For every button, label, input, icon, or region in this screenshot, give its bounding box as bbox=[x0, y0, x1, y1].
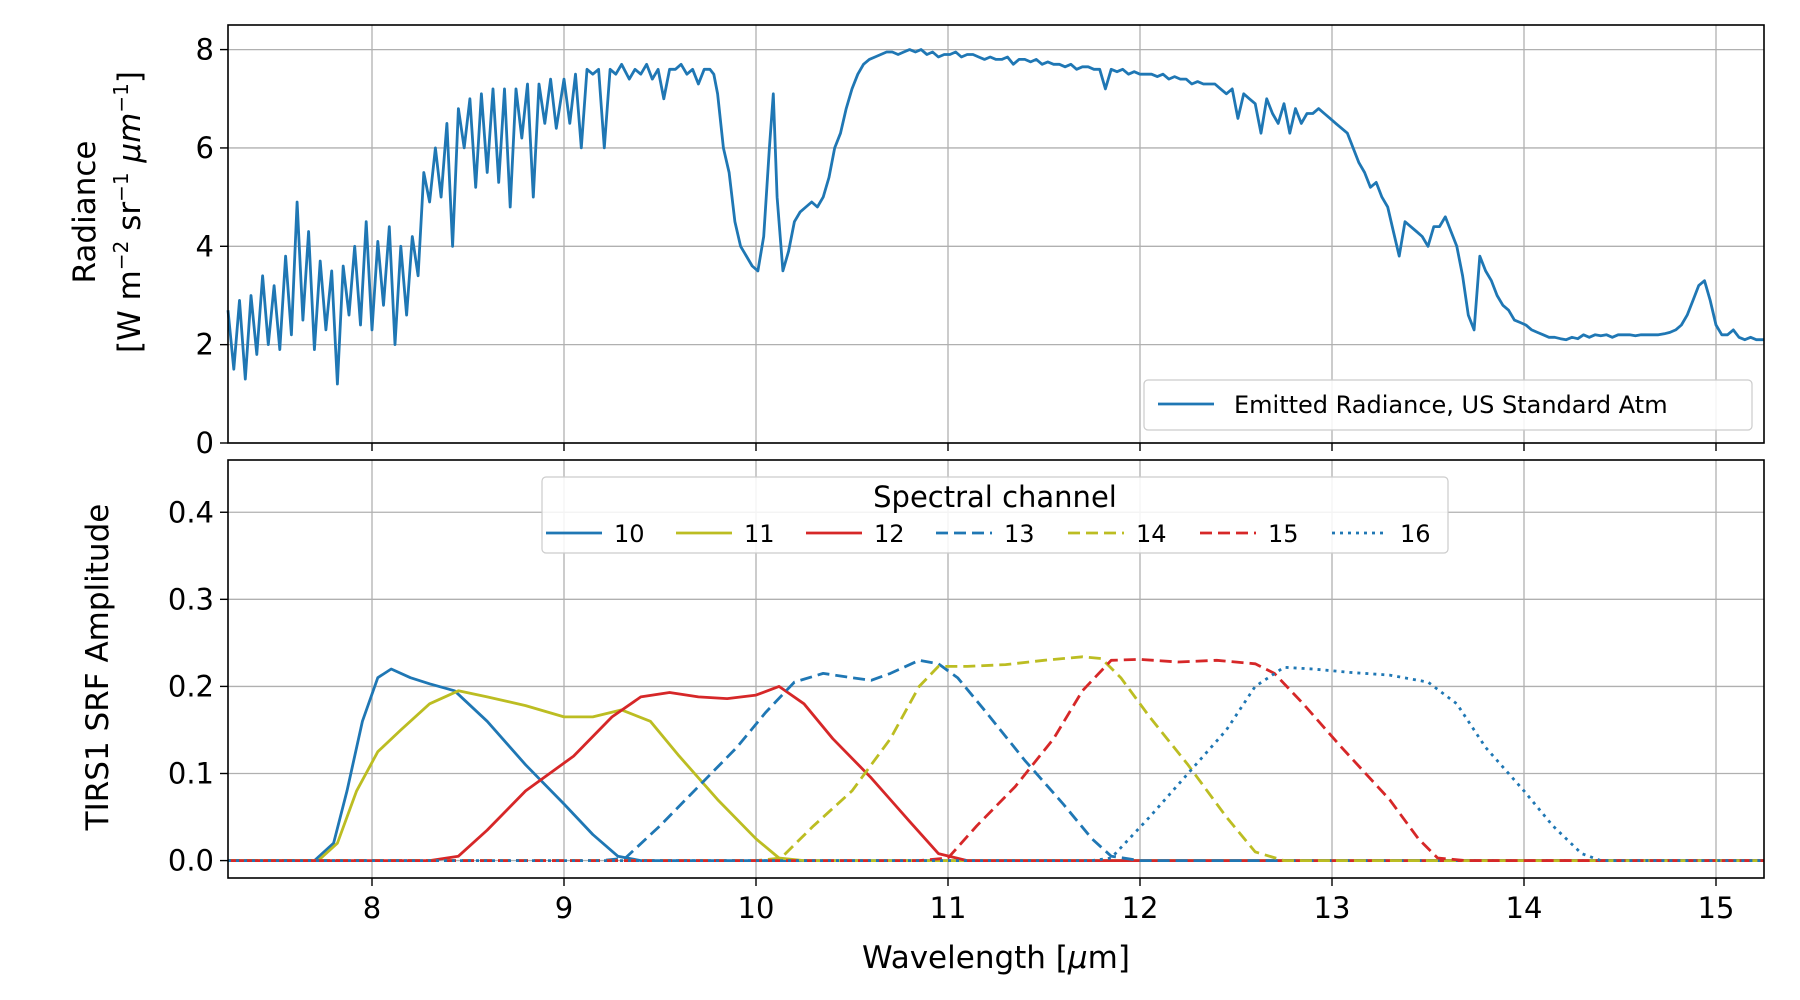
radiance-ylabel-line2: [W m−2 sr−1 μm−1] bbox=[109, 71, 148, 353]
xlabel-part-2: m] bbox=[1088, 940, 1130, 976]
x-tick-label: 15 bbox=[1698, 891, 1735, 925]
legend-label-15: 15 bbox=[1268, 520, 1299, 548]
x-tick-label: 11 bbox=[930, 891, 967, 925]
legend-label-16: 16 bbox=[1400, 520, 1431, 548]
y-tick-label: 0.0 bbox=[168, 844, 214, 878]
x-tick-label: 10 bbox=[738, 891, 775, 925]
x-tick-label: 9 bbox=[555, 891, 573, 925]
srf-xlabel: Wavelength [μm] bbox=[862, 940, 1130, 976]
series-line-12 bbox=[228, 685, 1764, 862]
ylabel-part-sr: sr bbox=[112, 202, 148, 241]
legend-label-14: 14 bbox=[1136, 520, 1167, 548]
ylabel-sup-sr: −1 bbox=[109, 172, 133, 201]
y-tick-label: 0.1 bbox=[168, 757, 214, 791]
radiance-axes-frame bbox=[227, 24, 1765, 444]
legend-label-13: 13 bbox=[1004, 520, 1035, 548]
x-tick-label: 8 bbox=[363, 891, 381, 925]
series-line-13 bbox=[228, 658, 1764, 862]
srf-legend: Spectral channel 10 11 12 13 14 15 16 bbox=[541, 476, 1449, 554]
legend-label-10: 10 bbox=[614, 520, 645, 548]
srf-series bbox=[228, 655, 1764, 862]
radiance-series bbox=[226, 48, 1764, 386]
legend-label: Emitted Radiance, US Standard Atm bbox=[1234, 391, 1668, 419]
y-tick-label: 2 bbox=[196, 328, 214, 362]
y-tick-label: 4 bbox=[196, 229, 214, 263]
y-tick-label: 0.3 bbox=[168, 582, 214, 616]
legend-label-11: 11 bbox=[744, 520, 775, 548]
y-tick-label: 0.2 bbox=[168, 669, 214, 703]
series-line-14 bbox=[228, 655, 1764, 862]
y-tick-label: 0 bbox=[196, 426, 214, 460]
radiance-ylabel-line1: Radiance bbox=[67, 141, 103, 284]
x-tick-label: 12 bbox=[1122, 891, 1159, 925]
srf-axes-frame bbox=[227, 459, 1765, 879]
xlabel-part-mu: μ bbox=[1067, 940, 1088, 976]
series-line-16 bbox=[228, 665, 1764, 862]
y-tick-label: 8 bbox=[196, 33, 214, 67]
y-tick-label: 6 bbox=[196, 131, 214, 165]
ylabel-sup-m: −2 bbox=[109, 241, 133, 270]
y-tick-label: 0.4 bbox=[168, 495, 214, 529]
x-tick-label: 13 bbox=[1314, 891, 1351, 925]
series-line-10 bbox=[228, 667, 1764, 862]
radiance-legend: Emitted Radiance, US Standard Atm bbox=[1143, 379, 1753, 431]
series-line-emitted-radiance-us-standard-atm bbox=[226, 48, 1764, 386]
ylabel-part-open: [W m bbox=[112, 270, 148, 353]
ylabel-part-close: ] bbox=[112, 71, 148, 83]
ylabel-sup-um: −1 bbox=[109, 83, 133, 112]
legend-title: Spectral channel bbox=[873, 480, 1117, 514]
legend-label-12: 12 bbox=[874, 520, 905, 548]
radiance-ticks: 0 2 4 6 8 bbox=[196, 33, 1717, 460]
series-line-15 bbox=[228, 658, 1764, 862]
xlabel-part-1: Wavelength [ bbox=[862, 940, 1068, 976]
series-line-11 bbox=[228, 689, 1764, 862]
srf-ylabel: TIRS1 SRF Amplitude bbox=[80, 504, 116, 832]
legend-box bbox=[1143, 379, 1753, 431]
x-tick-label: 14 bbox=[1506, 891, 1543, 925]
srf-panel: 8 9 10 11 12 13 14 15 0.0 0.1 0.2 0.3 0.4 Spectral c… bbox=[80, 459, 1765, 976]
ylabel-part-um: μm bbox=[112, 113, 148, 173]
srf-ticks: 8 9 10 11 12 13 14 15 0.0 0.1 0.2 0.3 0.4 bbox=[168, 495, 1735, 925]
